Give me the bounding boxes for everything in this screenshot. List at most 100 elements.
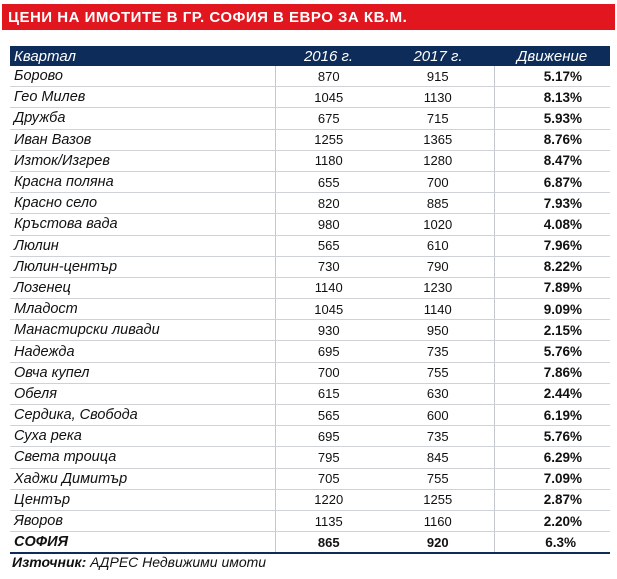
district-name: Младост xyxy=(10,298,275,321)
table-row: Надежда 695 735 5.76% xyxy=(10,340,610,363)
total-change: 6.3% xyxy=(494,531,610,555)
price-2016: 1045 xyxy=(274,298,382,321)
price-2017: 790 xyxy=(382,256,495,278)
price-2016: 1045 xyxy=(274,86,382,109)
price-change: 2.87% xyxy=(494,489,610,511)
price-2016: 565 xyxy=(274,404,382,427)
header-district: Квартал xyxy=(10,46,275,66)
header-change: Движение xyxy=(494,46,610,66)
source-text: АДРЕС Недвижими имоти xyxy=(90,554,267,570)
price-2016: 1220 xyxy=(274,489,382,511)
price-change: 7.09% xyxy=(494,468,610,490)
table-row: Иван Вазов 1255 1365 8.76% xyxy=(10,129,610,151)
table-row: Обеля 615 630 2.44% xyxy=(10,383,610,406)
table-row: Дружба 675 715 5.93% xyxy=(10,107,610,130)
price-change: 5.76% xyxy=(494,340,610,363)
district-name: Гео Милев xyxy=(10,86,275,109)
district-name: Хаджи Димитър xyxy=(10,468,275,490)
price-2017: 630 xyxy=(382,383,495,406)
district-name: Люлин xyxy=(10,235,275,257)
price-2017: 845 xyxy=(382,446,495,469)
price-2016: 1255 xyxy=(274,129,382,151)
price-2016: 705 xyxy=(274,468,382,490)
table-row: Борово 870 915 5.17% xyxy=(10,66,610,88)
price-2017: 1365 xyxy=(382,129,495,151)
district-name: Света троица xyxy=(10,446,275,469)
price-2016: 565 xyxy=(274,235,382,257)
table-row: Красна поляна 655 700 6.87% xyxy=(10,171,610,194)
price-change: 5.17% xyxy=(494,66,610,88)
price-change: 5.93% xyxy=(494,107,610,130)
price-2016: 1180 xyxy=(274,150,382,172)
price-2016: 870 xyxy=(274,66,382,88)
header-2017: 2017 г. xyxy=(382,46,494,66)
price-2016: 930 xyxy=(274,319,382,342)
page-title: ЦЕНИ НА ИМОТИТЕ В ГР. СОФИЯ В ЕВРО ЗА КВ… xyxy=(2,4,615,30)
table-row: Яворов 1135 1160 2.20% xyxy=(10,510,610,533)
district-name: Лозенец xyxy=(10,277,275,300)
price-change: 5.76% xyxy=(494,425,610,448)
price-2017: 1020 xyxy=(382,213,495,236)
table-row: Изток/Изгрев 1180 1280 8.47% xyxy=(10,150,610,172)
price-2017: 1230 xyxy=(382,277,495,300)
price-2017: 610 xyxy=(382,235,495,257)
header-2016: 2016 г. xyxy=(275,46,382,66)
price-2017: 950 xyxy=(382,319,495,342)
table-row: Кръстова вада 980 1020 4.08% xyxy=(10,213,610,236)
district-name: Манастирски ливади xyxy=(10,319,275,342)
price-2016: 1135 xyxy=(274,510,382,533)
price-2016: 730 xyxy=(274,256,382,278)
table-row: Красно село 820 885 7.93% xyxy=(10,192,610,215)
price-change: 8.13% xyxy=(494,86,610,109)
price-2017: 755 xyxy=(382,468,495,490)
total-2017: 920 xyxy=(382,531,495,555)
table-row: Люлин 565 610 7.96% xyxy=(10,235,610,257)
price-change: 8.22% xyxy=(494,256,610,278)
district-name: Иван Вазов xyxy=(10,129,275,151)
price-table: Квартал 2016 г. 2017 г. Движение Борово 8… xyxy=(10,46,610,555)
price-2017: 1160 xyxy=(382,510,495,533)
price-2017: 1130 xyxy=(382,86,495,109)
table-row: Лозенец 1140 1230 7.89% xyxy=(10,277,610,300)
district-name: Суха река xyxy=(10,425,275,448)
table-row: Света троица 795 845 6.29% xyxy=(10,446,610,469)
price-2016: 820 xyxy=(274,192,382,215)
price-change: 7.86% xyxy=(494,362,610,384)
table-row: Люлин-център 730 790 8.22% xyxy=(10,256,610,278)
district-name: Надежда xyxy=(10,340,275,363)
price-change: 6.29% xyxy=(494,446,610,469)
price-change: 6.87% xyxy=(494,171,610,194)
price-2016: 700 xyxy=(274,362,382,384)
price-change: 2.15% xyxy=(494,319,610,342)
source-label: Източник: xyxy=(12,554,87,570)
total-name: СОФИЯ xyxy=(10,531,275,555)
price-2017: 715 xyxy=(382,107,495,130)
district-name: Овча купел xyxy=(10,362,275,384)
price-2017: 1140 xyxy=(382,298,495,321)
price-change: 2.20% xyxy=(494,510,610,533)
district-name: Кръстова вада xyxy=(10,213,275,236)
district-name: Люлин-център xyxy=(10,256,275,278)
table-header: Квартал 2016 г. 2017 г. Движение xyxy=(10,46,610,66)
price-2016: 695 xyxy=(274,340,382,363)
table-body: Борово 870 915 5.17% Гео Милев 1045 1130 8.13% Д… xyxy=(10,66,610,555)
price-2017: 1255 xyxy=(382,489,495,511)
table-row: Овча купел 700 755 7.86% xyxy=(10,362,610,384)
district-name: Дружба xyxy=(10,107,275,130)
table-row: Център 1220 1255 2.87% xyxy=(10,489,610,511)
district-name: Център xyxy=(10,489,275,511)
price-2016: 1140 xyxy=(274,277,382,300)
price-2017: 600 xyxy=(382,404,495,427)
table-row: Хаджи Димитър 705 755 7.09% xyxy=(10,468,610,490)
price-2016: 615 xyxy=(274,383,382,406)
district-name: Обеля xyxy=(10,383,275,406)
district-name: Яворов xyxy=(10,510,275,533)
price-2017: 915 xyxy=(382,66,495,88)
price-2016: 675 xyxy=(274,107,382,130)
total-row: СОФИЯ 865 920 6.3% xyxy=(10,531,610,555)
price-change: 8.47% xyxy=(494,150,610,172)
price-change: 7.93% xyxy=(494,192,610,215)
price-2017: 700 xyxy=(382,171,495,194)
price-change: 4.08% xyxy=(494,213,610,236)
district-name: Красна поляна xyxy=(10,171,275,194)
